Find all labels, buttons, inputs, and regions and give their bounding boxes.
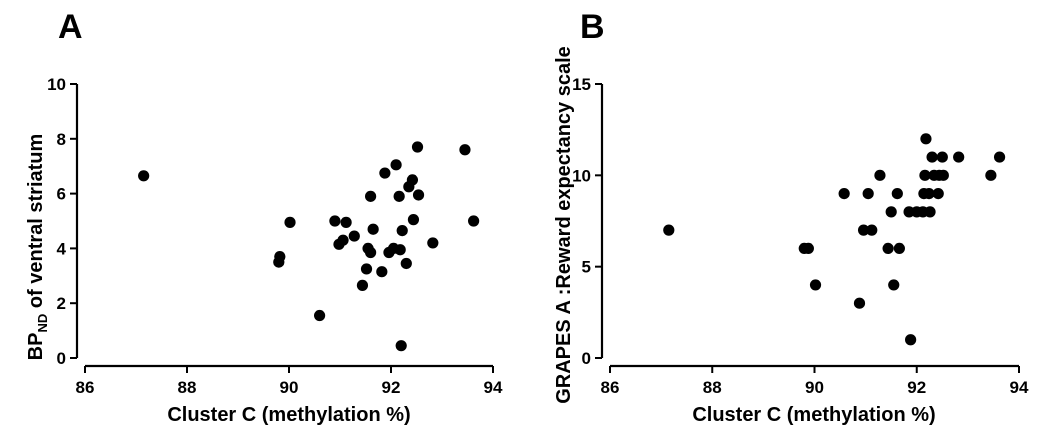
panel-a-data-point	[427, 237, 439, 249]
panel-a-y-axis-title-main: BP	[25, 333, 47, 361]
panel-a-y-tick-label: 8	[57, 130, 66, 149]
panel-b-y-axis-title: GRAPES A :Reward expectancy scale	[553, 46, 575, 404]
panel-a-data-point	[400, 257, 412, 270]
panel-b-data-point	[802, 242, 814, 254]
panel-b-data-point	[905, 334, 917, 346]
panel-b-data-point	[888, 279, 900, 291]
panel-a-points	[138, 141, 480, 352]
panel-a-data-point	[390, 159, 402, 171]
panel-b-scatter: B GRAPES A :Reward expectancy scale Clus…	[553, 8, 1029, 426]
panel-a-y-axis-title-subscript: ND	[35, 314, 50, 333]
panel-b-data-point	[937, 169, 949, 181]
panel-a-x-tick-label: 88	[178, 378, 197, 397]
panel-b-data-point	[953, 151, 965, 163]
panel-a-data-point	[365, 190, 377, 202]
panel-a-data-point	[348, 230, 360, 242]
panel-b-x-tick-label: 88	[703, 378, 722, 397]
panel-b-axes: 0 5 10 15 86 88 90 92 94	[572, 75, 1029, 397]
panel-a-data-point	[356, 279, 369, 291]
panel-a-data-point	[365, 246, 377, 259]
panel-b-x-tick-label: 94	[1010, 378, 1029, 397]
panel-a-y-tick-label: 2	[57, 294, 66, 313]
panel-a-x-tick-label: 86	[76, 378, 95, 397]
panel-a-data-point	[412, 189, 425, 201]
panel-a-data-point	[468, 215, 480, 227]
panel-b-y-tick-label: 15	[572, 75, 591, 94]
panel-b-x-tick-label: 92	[907, 378, 926, 397]
panel-a-y-tick-label: 4	[57, 239, 67, 258]
panel-b-y-tick-label: 10	[572, 166, 591, 185]
panel-b-y-tick-label: 0	[582, 349, 591, 368]
panel-b-data-point	[874, 169, 886, 181]
panel-a-y-tick-label: 10	[47, 75, 66, 94]
panel-b-data-point	[924, 206, 936, 218]
panel-a-data-point	[284, 216, 296, 228]
panel-b-label: B	[580, 8, 605, 46]
panel-b-data-point	[919, 169, 931, 181]
panel-b-data-point	[891, 188, 903, 200]
panel-a-data-point	[367, 223, 379, 235]
panel-b-data-point	[882, 242, 894, 254]
panel-a-x-tick-label: 92	[382, 378, 401, 397]
panel-b-data-point	[862, 188, 874, 200]
panel-b-data-point	[838, 188, 850, 200]
panel-b-data-point	[893, 242, 905, 254]
panel-a-data-point	[407, 214, 420, 226]
panel-a-data-point	[329, 215, 341, 227]
panel-a-data-point	[138, 170, 150, 182]
panel-a-data-point	[395, 340, 407, 352]
panel-a-data-point	[360, 263, 373, 275]
panel-a-data-point	[394, 244, 406, 256]
panel-a-data-point	[396, 224, 408, 237]
panel-b-y-tick-label: 5	[582, 258, 591, 277]
panel-a-data-point	[376, 266, 388, 278]
panel-b-data-point	[920, 133, 932, 145]
panel-b-points	[663, 133, 1006, 346]
panel-b-data-point	[809, 279, 822, 291]
panel-a-scatter: A BPND of ventral striatum Cluster C (me…	[25, 8, 503, 426]
panel-b-data-point	[853, 297, 866, 309]
panel-b-x-tick-label: 90	[805, 378, 824, 397]
panel-b-data-point	[885, 206, 897, 218]
panel-b-data-point	[923, 188, 935, 200]
panel-b-data-point	[985, 169, 997, 181]
panel-a-y-tick-label: 0	[57, 349, 66, 368]
panel-a-y-tick-label: 6	[57, 185, 66, 204]
panel-b-data-point	[936, 151, 948, 163]
panel-a-axes: 0 2 4 6 8 10 86 88 90 92 94	[47, 75, 503, 397]
panel-a-data-point	[406, 174, 419, 186]
panel-a-data-point	[337, 234, 349, 246]
panel-a-y-axis-title-rest: of ventral striatum	[25, 134, 47, 314]
panel-a-data-point	[411, 141, 424, 153]
panel-a-x-tick-label: 94	[484, 378, 503, 397]
panel-b-data-point	[932, 188, 944, 200]
panel-b-data-point	[857, 224, 870, 236]
panel-b-x-tick-label: 86	[601, 378, 620, 397]
panel-a-data-point	[379, 167, 391, 179]
panel-a-data-point	[314, 309, 326, 322]
panel-a-x-axis-title: Cluster C (methylation %)	[167, 404, 410, 426]
panel-a-label: A	[58, 8, 83, 46]
panel-b-data-point	[866, 224, 878, 236]
panel-b-data-point	[663, 224, 675, 236]
panel-b-x-axis-title: Cluster C (methylation %)	[692, 404, 935, 426]
panel-b-data-point	[903, 206, 915, 218]
panel-a-data-point	[340, 216, 352, 228]
panel-a-data-point	[393, 190, 405, 202]
panel-a-data-point	[459, 144, 471, 156]
panel-a-x-tick-label: 90	[280, 378, 299, 397]
panel-a-data-point	[274, 251, 286, 263]
panel-b-data-point	[926, 151, 938, 163]
panel-b-data-point	[993, 151, 1006, 163]
panel-a-y-axis-title: BPND of ventral striatum	[25, 134, 50, 361]
